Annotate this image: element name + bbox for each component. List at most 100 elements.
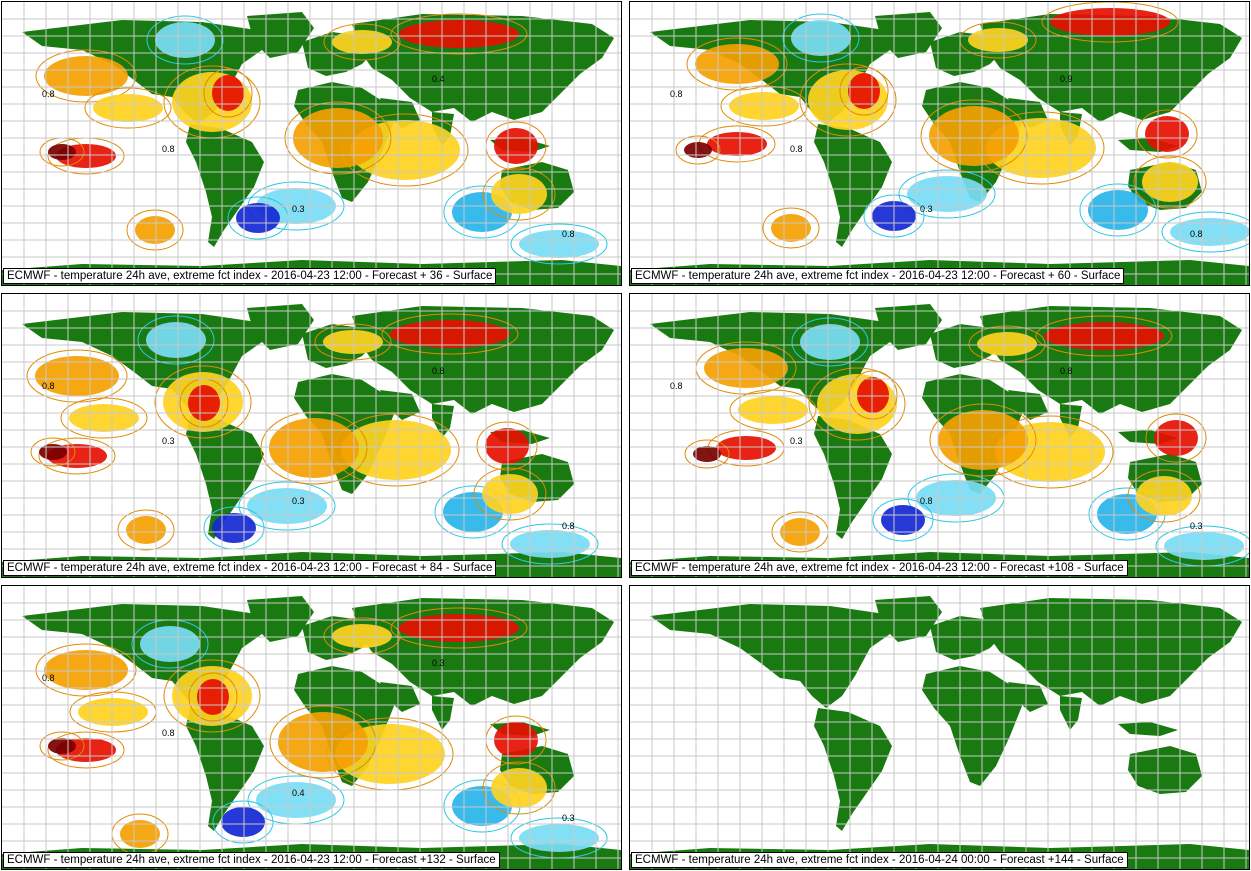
anomaly-warm-mid: [704, 348, 788, 388]
anomaly-contour: [390, 13, 528, 55]
landmass-greenland: [875, 596, 942, 642]
anomaly-contour: [482, 761, 556, 815]
anomaly-cold-strong: [236, 203, 280, 233]
anomaly-contour: [238, 481, 336, 531]
anomaly-contour: [762, 207, 820, 249]
anomaly-contour: [1079, 183, 1157, 237]
anomaly-warm-mid: [269, 418, 359, 478]
anomaly-contour: [684, 439, 730, 469]
landmass-greenland: [247, 304, 314, 350]
anomaly-contour: [501, 523, 599, 565]
anomaly-contour: [30, 437, 76, 467]
anomaly-contour: [929, 403, 1037, 477]
map-fc132: 0.8 0.8 0.4 0.3 0.3: [2, 586, 621, 869]
contour-label: 0.3: [292, 204, 305, 214]
map-panel-fc132: 0.8 0.8 0.4 0.3 0.3 ECMWF - temperature 24h …: [1, 585, 622, 870]
map-panel-fc108: 0.8 0.3 0.8 0.8 0.3 ECMWF - temperature 24h …: [629, 293, 1250, 578]
anomaly-contour: [1035, 315, 1173, 357]
anomaly-warm-mid: [695, 44, 779, 84]
anomaly-contour: [1127, 469, 1201, 523]
anomaly-warm-light: [738, 396, 808, 424]
anomaly-warm-light: [491, 768, 547, 808]
anomaly-contour: [872, 498, 934, 542]
anomaly-warm-light: [482, 474, 538, 514]
panel-caption: ECMWF - temperature 24h ave, extreme fct…: [3, 268, 497, 284]
anomaly-contour: [188, 672, 238, 722]
anomaly-contour: [1133, 155, 1207, 209]
anomaly-warm-mid: [938, 410, 1028, 470]
map-fc84: 0.8 0.3 0.3 0.8 0.8: [2, 294, 621, 577]
anomaly-contour: [84, 87, 172, 129]
anomaly-warm-extreme: [39, 444, 67, 460]
panel-caption: ECMWF - temperature 24h ave, extreme fct…: [631, 268, 1125, 284]
map-fc108: 0.8 0.3 0.8 0.8 0.3: [630, 294, 1249, 577]
anomaly-warm-mid: [126, 516, 166, 544]
contour-label: 0.3: [1190, 521, 1203, 531]
anomaly-cold-light: [1164, 532, 1244, 560]
anomaly-warm-mid: [44, 56, 128, 96]
anomaly-cold-light: [519, 824, 599, 852]
contour-label: 0.8: [562, 229, 575, 239]
contour-label: 0.3: [432, 658, 445, 668]
anomaly-warm-light: [332, 624, 392, 648]
anomaly-contour: [203, 68, 253, 118]
anomaly-warm-extreme: [48, 144, 76, 160]
contour-label: 0.8: [162, 728, 175, 738]
map-fc36: 0.8 0.8 0.3 0.4 0.8: [2, 2, 621, 285]
anomaly-cold-light: [247, 488, 327, 524]
landmass-north-america: [650, 604, 890, 708]
anomaly-contour: [791, 317, 869, 367]
panel-caption: ECMWF - temperature 24h ave, extreme fct…: [631, 852, 1128, 868]
anomaly-warm-light: [332, 30, 392, 54]
anomaly-warm-mid: [771, 214, 811, 242]
anomaly-cold-light: [140, 626, 200, 662]
anomaly-warm-light: [968, 28, 1028, 52]
contour-label: 0.3: [790, 436, 803, 446]
anomaly-warm-extreme: [693, 446, 721, 462]
contour-label: 0.3: [920, 204, 933, 214]
contour-label: 0.8: [920, 496, 933, 506]
anomaly-warm-strong: [716, 436, 776, 460]
contour-label: 0.8: [790, 144, 803, 154]
landmass-asia: [980, 14, 1242, 122]
anomaly-warm-light: [323, 330, 383, 354]
map-fc144: [630, 586, 1249, 869]
anomaly-cold-strong: [212, 513, 256, 543]
anomaly-warm-strong: [197, 679, 229, 715]
anomaly-contour: [260, 411, 368, 485]
anomaly-warm-strong: [707, 132, 767, 156]
anomaly-contour: [163, 659, 261, 733]
anomaly-cold-light: [791, 20, 851, 56]
landmass-europe: [930, 324, 1002, 368]
anomaly-contour: [720, 85, 808, 127]
map-panel-fc144: ECMWF - temperature 24h ave, extreme fct…: [629, 585, 1250, 870]
anomaly-contour: [137, 315, 215, 365]
contour-label: 0.4: [292, 788, 305, 798]
anomaly-contour: [1145, 413, 1207, 463]
anomaly-contour: [47, 731, 125, 769]
contour-label: 0.8: [162, 144, 175, 154]
anomaly-warm-strong: [494, 722, 538, 758]
contour-label: 0.8: [42, 89, 55, 99]
contour-label: 0.4: [432, 74, 445, 84]
anomaly-warm-light: [1136, 476, 1192, 516]
anomaly-warm-light: [341, 420, 451, 480]
contour-label: 0.9: [1060, 74, 1073, 84]
anomaly-contour: [782, 13, 860, 63]
anomaly-warm-extreme: [48, 738, 76, 754]
contour-label: 0.3: [162, 436, 175, 446]
anomaly-cold-light: [146, 322, 206, 358]
contour-label: 0.8: [432, 366, 445, 376]
anomaly-warm-strong: [1145, 116, 1189, 152]
contour-label: 0.8: [1060, 366, 1073, 376]
anomaly-contour: [381, 313, 519, 355]
anomaly-warm-strong: [494, 128, 538, 164]
anomaly-warm-mid: [44, 650, 128, 690]
anomaly-contour: [1161, 211, 1249, 253]
map-panel-fc60: 0.8 0.8 0.3 0.9 0.8 ECMWF - temperature 24h …: [629, 1, 1250, 286]
anomaly-warm-light: [491, 174, 547, 214]
landmass-greenland: [247, 596, 314, 642]
anomaly-warm-mid: [929, 106, 1019, 166]
anomaly-contour: [314, 323, 392, 361]
anomaly-warm-strong: [188, 385, 220, 421]
